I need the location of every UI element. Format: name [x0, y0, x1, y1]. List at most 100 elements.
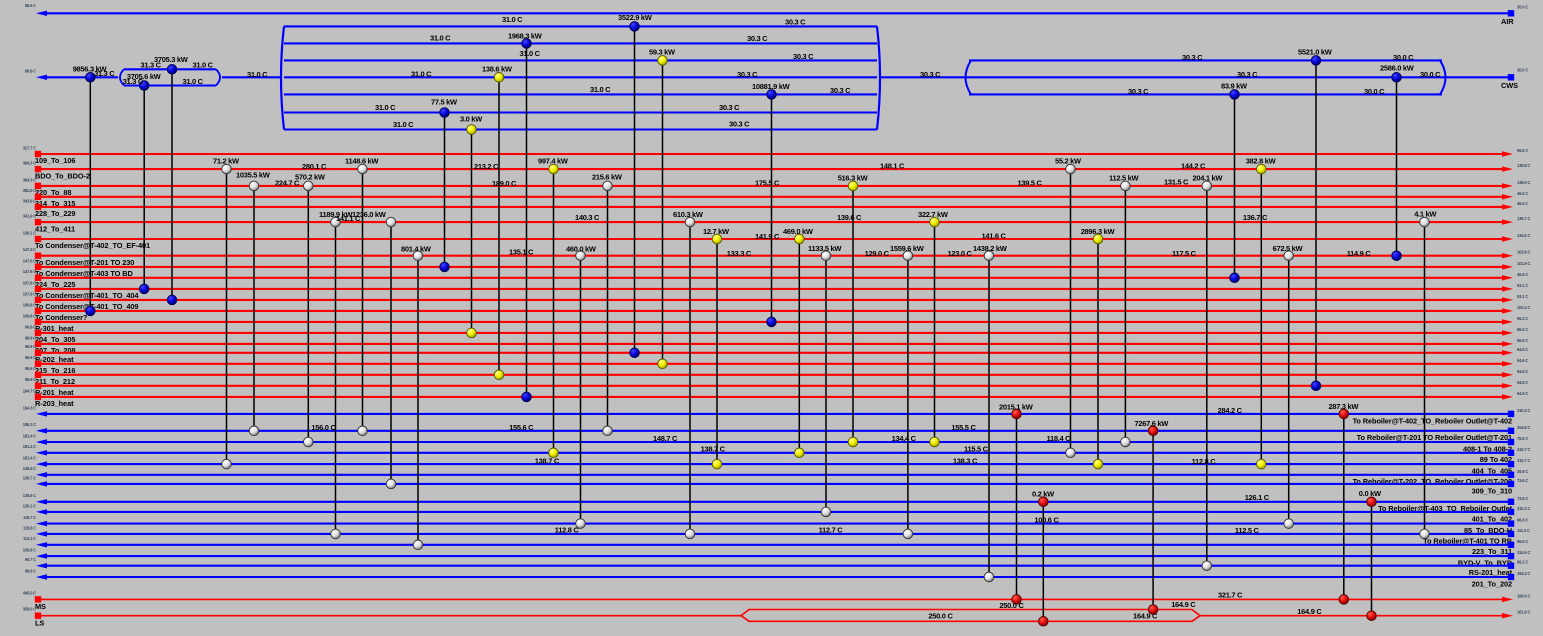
- svg-text:BYD-V_To_BYD: BYD-V_To_BYD: [1458, 559, 1513, 568]
- svg-text:384.3 C: 384.3 C: [23, 161, 36, 166]
- svg-text:141.9 C: 141.9 C: [755, 232, 780, 241]
- svg-text:314.9 C: 314.9 C: [1517, 550, 1530, 555]
- svg-text:310.7 C: 310.7 C: [1517, 447, 1530, 452]
- svg-text:96.2 C: 96.2 C: [1517, 316, 1528, 321]
- svg-text:138.9 C: 138.9 C: [1517, 180, 1530, 185]
- svg-text:To Reboiler@T-402_TO_Reboiler: To Reboiler@T-402_TO_Reboiler Outlet@T-4…: [1353, 416, 1512, 425]
- svg-text:102.6 C: 102.6 C: [1517, 250, 1530, 255]
- svg-text:228_To_229: 228_To_229: [35, 209, 75, 218]
- svg-text:96.7 C: 96.7 C: [25, 557, 36, 562]
- svg-text:115.5 C: 115.5 C: [964, 445, 989, 454]
- svg-text:181.4 C: 181.4 C: [23, 444, 36, 449]
- svg-text:9856.3 kW: 9856.3 kW: [73, 64, 108, 73]
- svg-text:0.2 kW: 0.2 kW: [1032, 489, 1055, 498]
- svg-text:280.1 C: 280.1 C: [302, 162, 327, 171]
- svg-text:155.5 C: 155.5 C: [951, 423, 976, 432]
- svg-text:To Condenser@T-201 TO 230: To Condenser@T-201 TO 230: [35, 258, 134, 267]
- svg-text:469.0 kW: 469.0 kW: [783, 227, 814, 236]
- svg-text:73.6 C: 73.6 C: [1517, 496, 1528, 501]
- svg-text:R-301_heat: R-301_heat: [35, 324, 74, 333]
- svg-text:31.3 C: 31.3 C: [141, 60, 162, 69]
- svg-text:201_To_202: 201_To_202: [1472, 579, 1512, 588]
- svg-text:136.7 C: 136.7 C: [1243, 213, 1268, 222]
- svg-text:138.8 C: 138.8 C: [1517, 163, 1530, 168]
- svg-text:224.7 C: 224.7 C: [275, 178, 300, 187]
- svg-text:139.6 C: 139.6 C: [837, 213, 862, 222]
- svg-text:148.9 C: 148.9 C: [23, 466, 36, 471]
- svg-text:118.6 C: 118.6 C: [23, 525, 36, 530]
- svg-text:30.3 C: 30.3 C: [793, 52, 814, 61]
- svg-text:445.0 C: 445.0 C: [23, 591, 36, 596]
- svg-text:134.4 C: 134.4 C: [892, 434, 917, 443]
- svg-text:310.3 C: 310.3 C: [1517, 408, 1530, 413]
- svg-text:224_To_225: 224_To_225: [35, 280, 75, 289]
- svg-text:138.3 C: 138.3 C: [953, 456, 978, 465]
- svg-text:123.0 C: 123.0 C: [948, 249, 973, 258]
- svg-text:148.1 C: 148.1 C: [880, 161, 905, 170]
- svg-text:109_To_106: 109_To_106: [35, 156, 75, 165]
- svg-text:610.3 kW: 610.3 kW: [673, 210, 704, 219]
- svg-text:112.5 kW: 112.5 kW: [1109, 174, 1140, 183]
- svg-text:801.4 kW: 801.4 kW: [401, 244, 432, 253]
- svg-text:94.6 C: 94.6 C: [1517, 369, 1528, 374]
- svg-text:MS: MS: [35, 602, 46, 611]
- svg-text:94.6 C: 94.6 C: [1517, 380, 1528, 385]
- svg-text:31.0 C: 31.0 C: [247, 70, 268, 79]
- svg-text:3522.9 kW: 3522.9 kW: [618, 13, 653, 22]
- svg-text:93.1 C: 93.1 C: [1517, 294, 1528, 299]
- svg-text:215.6 kW: 215.6 kW: [592, 173, 623, 182]
- svg-text:343.6 C: 343.6 C: [23, 198, 36, 203]
- svg-text:136.6 C: 136.6 C: [23, 493, 36, 498]
- svg-text:516.3 kW: 516.3 kW: [838, 174, 869, 183]
- svg-text:96.6 C: 96.6 C: [1517, 539, 1528, 544]
- svg-text:71.2 kW: 71.2 kW: [213, 157, 240, 166]
- svg-text:4.1 kW: 4.1 kW: [1414, 210, 1437, 219]
- svg-text:141.6 C: 141.6 C: [982, 231, 1007, 240]
- svg-text:147.6 C: 147.6 C: [23, 269, 36, 274]
- svg-text:213.2 C: 213.2 C: [474, 162, 499, 171]
- svg-text:To Condenser@T-402_TO_EF-401: To Condenser@T-402_TO_EF-401: [35, 241, 150, 250]
- svg-text:144.2 C: 144.2 C: [1181, 161, 1206, 170]
- svg-text:118.4 C: 118.4 C: [1047, 434, 1072, 443]
- svg-text:73.6 C: 73.6 C: [1517, 478, 1528, 483]
- svg-text:310.2 C: 310.2 C: [1517, 506, 1530, 511]
- svg-text:156.0 C: 156.0 C: [311, 423, 336, 432]
- svg-text:30.3 C: 30.3 C: [785, 17, 806, 26]
- svg-text:AIR: AIR: [1501, 17, 1514, 26]
- svg-text:126.1 C: 126.1 C: [1245, 493, 1270, 502]
- svg-text:3.0 kW: 3.0 kW: [460, 114, 483, 123]
- svg-text:96.6 C: 96.6 C: [1517, 148, 1528, 153]
- svg-text:96.6 C: 96.6 C: [1517, 338, 1528, 343]
- svg-text:107.9 C: 107.9 C: [23, 291, 36, 296]
- svg-text:To Condenser@T-401_TO_409: To Condenser@T-401_TO_409: [35, 302, 138, 311]
- svg-text:94.6 C: 94.6 C: [1517, 347, 1528, 352]
- svg-text:46.6 C: 46.6 C: [1517, 201, 1528, 206]
- svg-text:314_To_315: 314_To_315: [35, 199, 75, 208]
- svg-text:139.5 C: 139.5 C: [1018, 178, 1043, 187]
- svg-text:96.6 C: 96.6 C: [1517, 327, 1528, 332]
- svg-text:30.3 C: 30.3 C: [737, 70, 758, 79]
- svg-text:408-1 To 408-2: 408-1 To 408-2: [1463, 444, 1512, 453]
- svg-text:113.1 C: 113.1 C: [23, 536, 36, 541]
- svg-text:384.3 C: 384.3 C: [23, 177, 36, 182]
- svg-text:672.5 kW: 672.5 kW: [1273, 244, 1304, 253]
- svg-text:140.3 C: 140.3 C: [575, 213, 600, 222]
- svg-text:R-203_heat: R-203_heat: [35, 399, 74, 408]
- svg-text:118.7 C: 118.7 C: [23, 515, 36, 520]
- svg-text:112.5 C: 112.5 C: [1235, 526, 1260, 535]
- svg-text:30.3 C: 30.3 C: [830, 86, 851, 95]
- svg-text:148.7 C: 148.7 C: [653, 434, 678, 443]
- svg-text:30.0 C: 30.0 C: [1364, 87, 1385, 96]
- svg-text:181.4 C: 181.4 C: [23, 456, 36, 461]
- svg-text:112.8 C: 112.8 C: [1192, 457, 1217, 466]
- svg-text:570.2 kW: 570.2 kW: [295, 173, 326, 182]
- svg-text:96.6 C: 96.6 C: [25, 377, 36, 382]
- svg-text:46.6 C: 46.6 C: [1517, 272, 1528, 277]
- svg-text:R-201_heat: R-201_heat: [35, 388, 74, 397]
- svg-text:30.3 C: 30.3 C: [719, 103, 740, 112]
- svg-text:31.3 C: 31.3 C: [123, 77, 144, 86]
- svg-text:31.0 C: 31.0 C: [393, 120, 414, 129]
- svg-text:1148.6 kW: 1148.6 kW: [345, 157, 379, 166]
- svg-text:96.6 C: 96.6 C: [25, 355, 36, 360]
- svg-text:382.8 kW: 382.8 kW: [1246, 157, 1277, 166]
